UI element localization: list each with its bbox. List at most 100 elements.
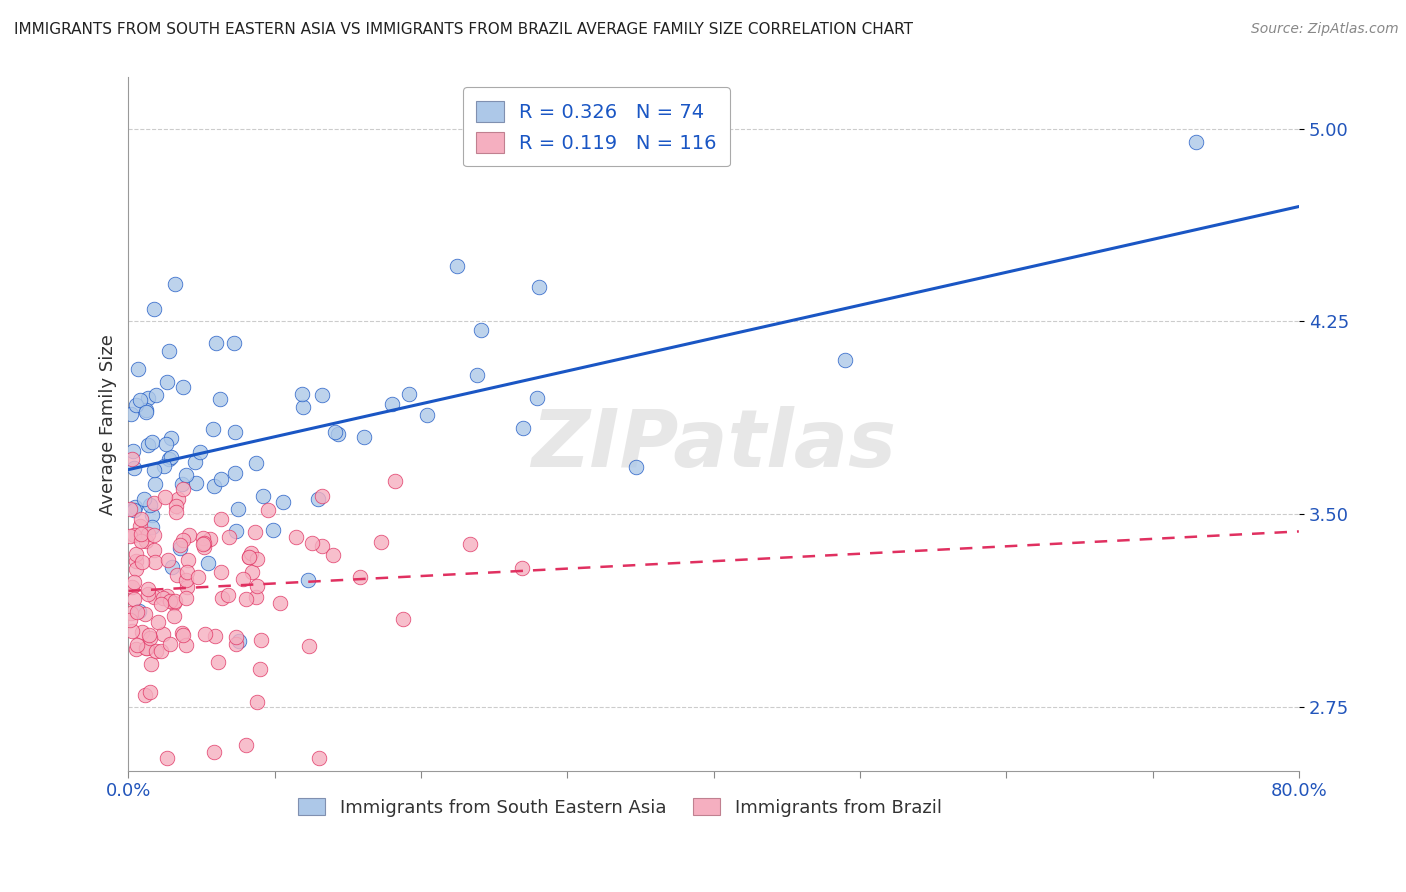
Point — [257, 503, 280, 517]
Point — [176, 565, 198, 579]
Point — [238, 549, 260, 564]
Point — [127, 362, 149, 376]
Point — [143, 301, 166, 316]
Point — [240, 566, 263, 580]
Point — [217, 588, 239, 602]
Point — [157, 451, 180, 466]
Point — [232, 573, 254, 587]
Text: IMMIGRANTS FROM SOUTH EASTERN ASIA VS IMMIGRANTS FROM BRAZIL AVERAGE FAMILY SIZE: IMMIGRANTS FROM SOUTH EASTERN ASIA VS IM… — [14, 22, 912, 37]
Point — [146, 615, 169, 629]
Point — [179, 527, 201, 541]
Point — [262, 523, 284, 537]
Point — [149, 644, 172, 658]
Point — [143, 477, 166, 491]
Point — [297, 573, 319, 587]
Point — [170, 625, 193, 640]
Text: ZIPatlas: ZIPatlas — [531, 406, 896, 483]
Point — [152, 626, 174, 640]
Point — [124, 500, 146, 514]
Point — [228, 633, 250, 648]
Point — [218, 530, 240, 544]
Point — [139, 657, 162, 672]
Point — [446, 259, 468, 273]
Point — [163, 596, 186, 610]
Point — [125, 606, 148, 620]
Point — [470, 323, 492, 337]
Point — [308, 751, 330, 765]
Point — [204, 629, 226, 643]
Point — [250, 633, 273, 648]
Point — [183, 455, 205, 469]
Point — [512, 420, 534, 434]
Point — [131, 555, 153, 569]
Point — [160, 560, 183, 574]
Y-axis label: Average Family Size: Average Family Size — [100, 334, 117, 515]
Point — [202, 745, 225, 759]
Point — [118, 502, 141, 516]
Point — [135, 641, 157, 656]
Point — [176, 553, 198, 567]
Point — [122, 503, 145, 517]
Point — [165, 505, 187, 519]
Point — [163, 277, 186, 292]
Point — [131, 625, 153, 640]
Point — [172, 533, 194, 548]
Point — [136, 587, 159, 601]
Point — [139, 631, 162, 645]
Point — [211, 591, 233, 606]
Point — [124, 574, 146, 589]
Legend: Immigrants from South Eastern Asia, Immigrants from Brazil: Immigrants from South Eastern Asia, Immi… — [291, 791, 949, 824]
Point — [160, 431, 183, 445]
Point — [238, 550, 260, 565]
Point — [129, 393, 152, 408]
Point — [381, 397, 404, 411]
Point — [157, 344, 180, 359]
Point — [145, 387, 167, 401]
Point — [322, 548, 344, 562]
Point — [125, 398, 148, 412]
Point — [139, 685, 162, 699]
Point — [124, 642, 146, 657]
Point — [174, 591, 197, 605]
Point — [155, 490, 177, 504]
Point — [235, 738, 257, 752]
Point — [132, 491, 155, 506]
Point — [193, 532, 215, 546]
Point — [155, 436, 177, 450]
Point — [209, 472, 232, 486]
Point — [174, 638, 197, 652]
Point — [240, 546, 263, 560]
Point — [207, 656, 229, 670]
Point — [510, 561, 533, 575]
Point — [156, 751, 179, 765]
Point — [124, 528, 146, 542]
Point — [156, 553, 179, 567]
Point — [136, 392, 159, 406]
Point — [141, 435, 163, 450]
Point — [120, 606, 142, 620]
Point — [226, 502, 249, 516]
Point — [1185, 135, 1208, 149]
Point — [191, 537, 214, 551]
Point — [224, 466, 246, 480]
Point — [118, 529, 141, 543]
Point — [128, 519, 150, 533]
Point — [120, 407, 142, 421]
Point — [125, 548, 148, 562]
Point — [311, 489, 333, 503]
Point — [124, 592, 146, 607]
Point — [135, 405, 157, 419]
Point — [156, 375, 179, 389]
Point — [143, 496, 166, 510]
Point — [163, 608, 186, 623]
Point — [152, 458, 174, 473]
Point — [122, 461, 145, 475]
Point — [135, 640, 157, 655]
Point — [349, 570, 371, 584]
Point — [172, 380, 194, 394]
Point — [252, 489, 274, 503]
Text: Source: ZipAtlas.com: Source: ZipAtlas.com — [1251, 22, 1399, 37]
Point — [156, 590, 179, 604]
Point — [271, 494, 294, 508]
Point — [145, 643, 167, 657]
